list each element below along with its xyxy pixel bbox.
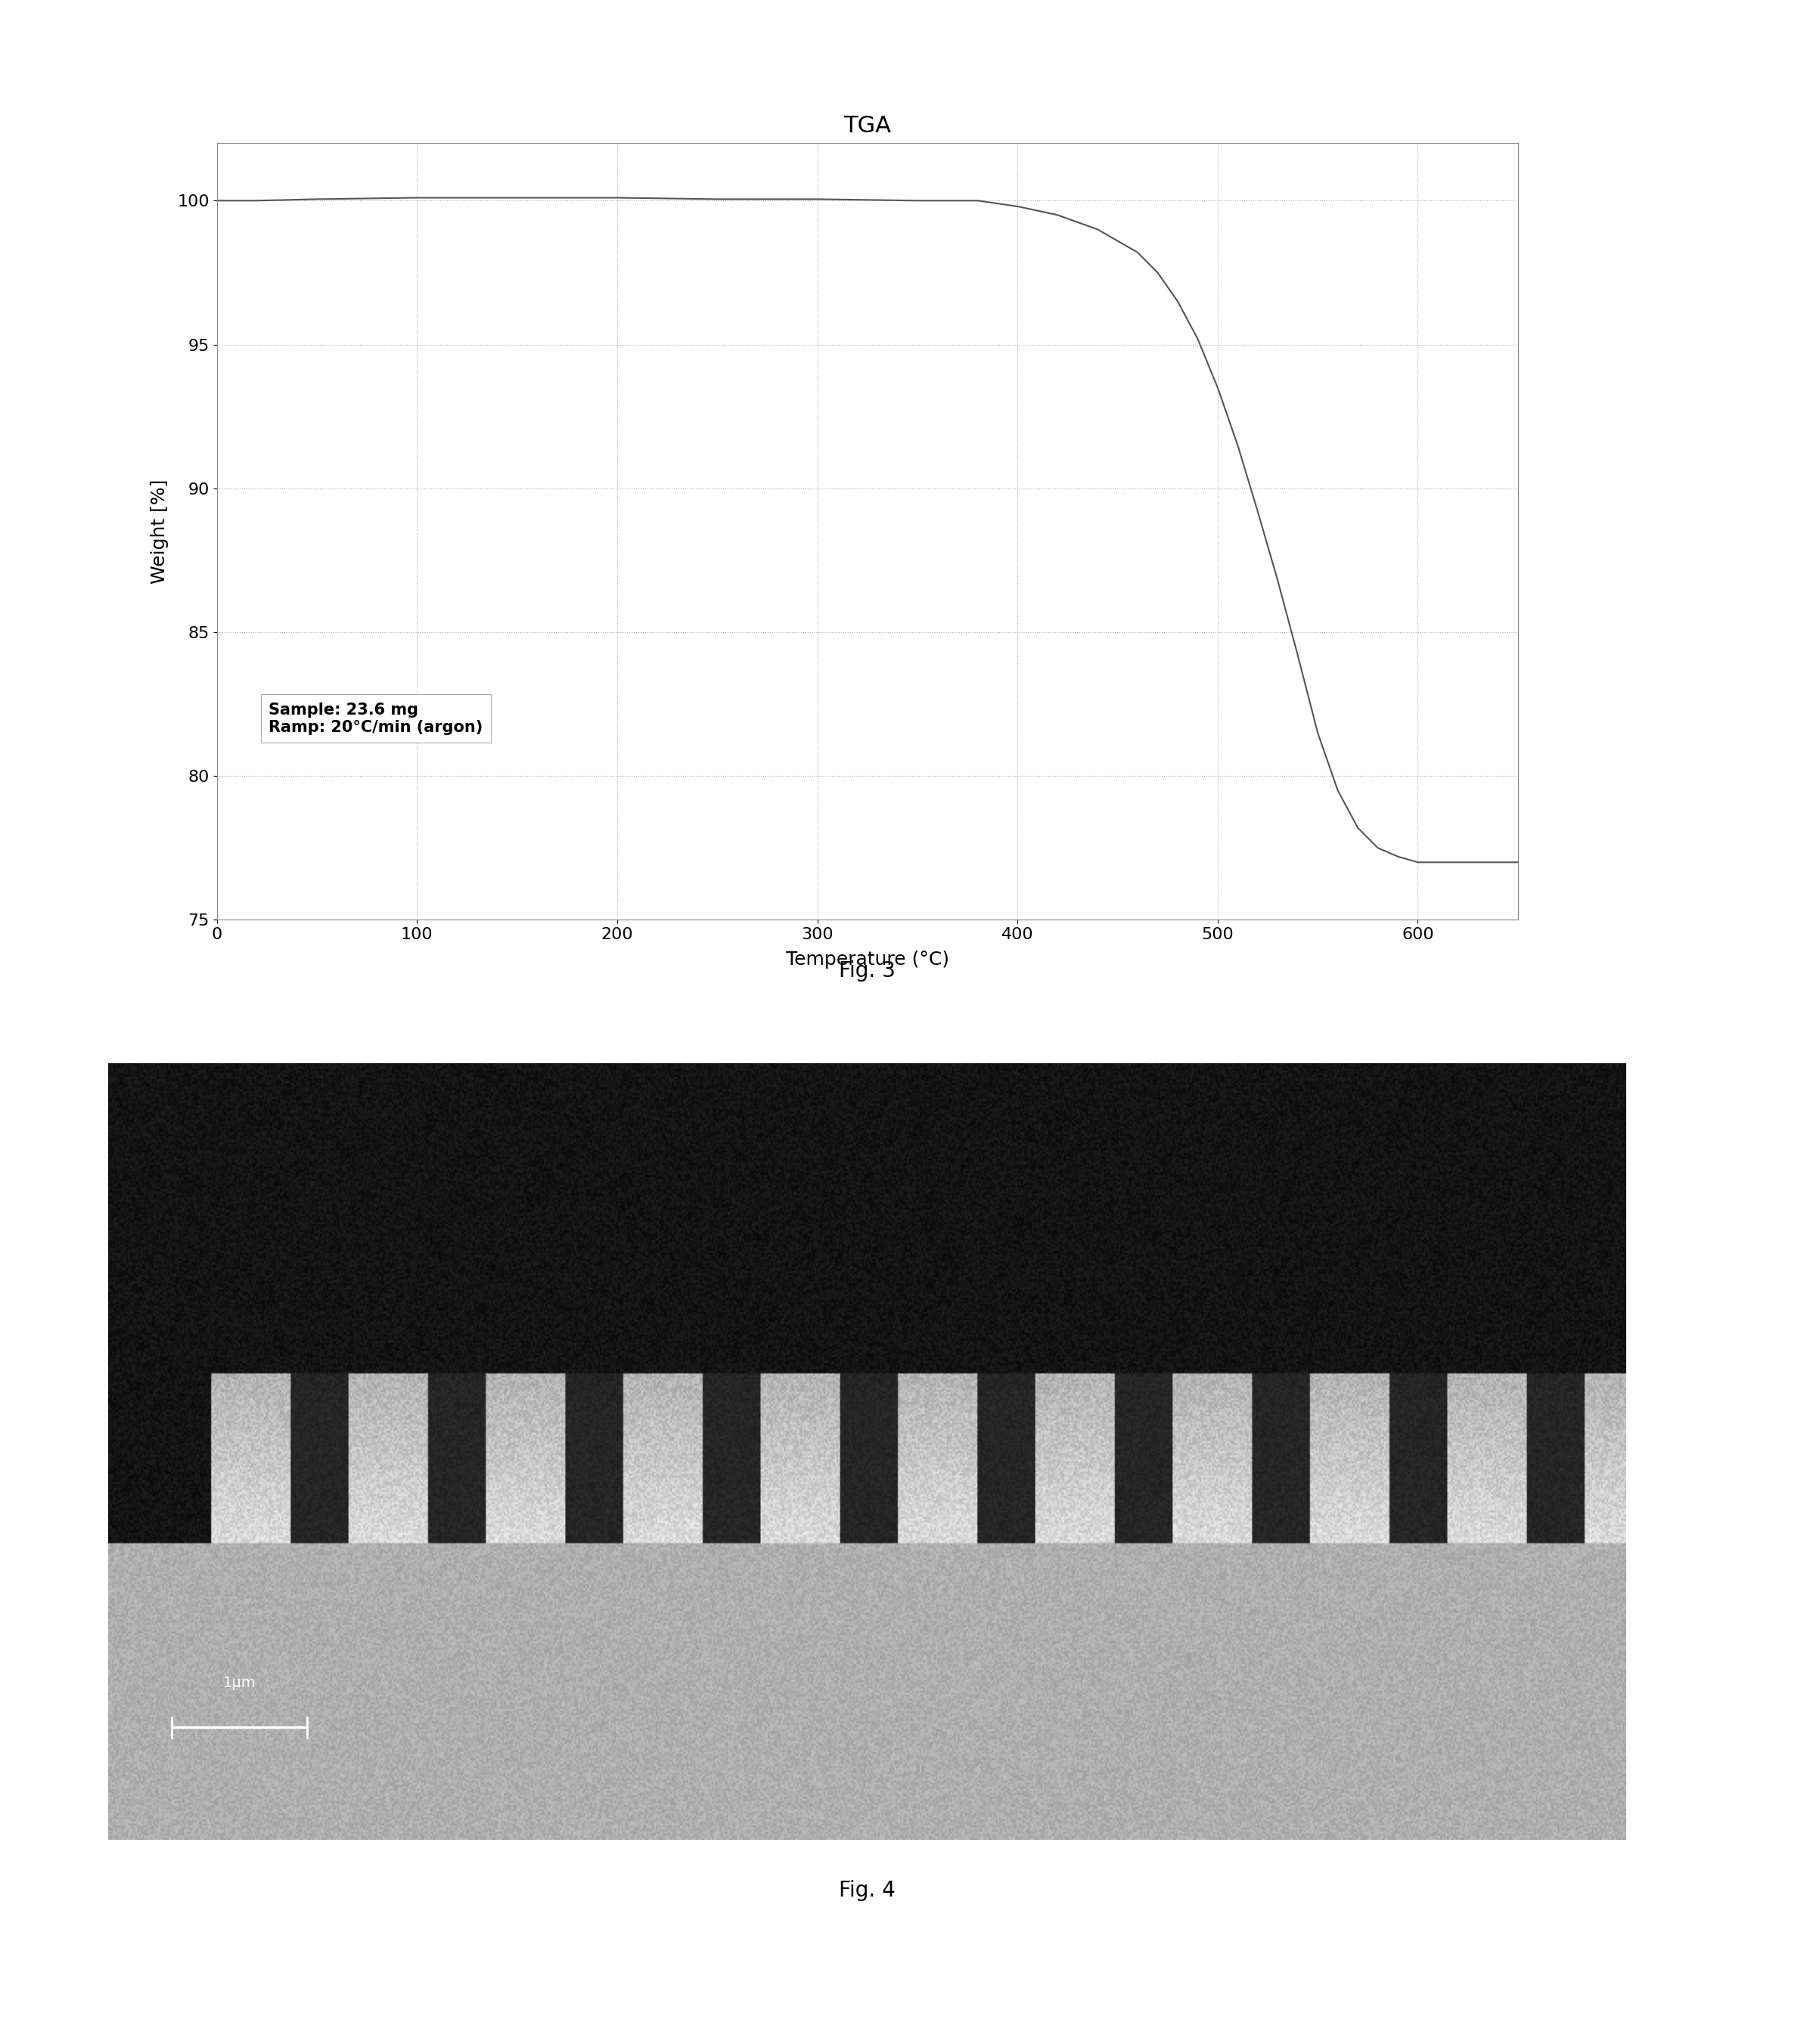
Title: TGA: TGA [844, 114, 891, 137]
Text: Sample: 23.6 mg
Ramp: 20°C/min (argon): Sample: 23.6 mg Ramp: 20°C/min (argon) [269, 703, 482, 736]
Text: 1μm: 1μm [222, 1676, 257, 1690]
Text: Fig. 3: Fig. 3 [838, 961, 896, 981]
Y-axis label: Weight [%]: Weight [%] [150, 478, 168, 585]
Text: Fig. 4: Fig. 4 [838, 1880, 896, 1901]
X-axis label: Temperature (°C): Temperature (°C) [786, 950, 949, 969]
